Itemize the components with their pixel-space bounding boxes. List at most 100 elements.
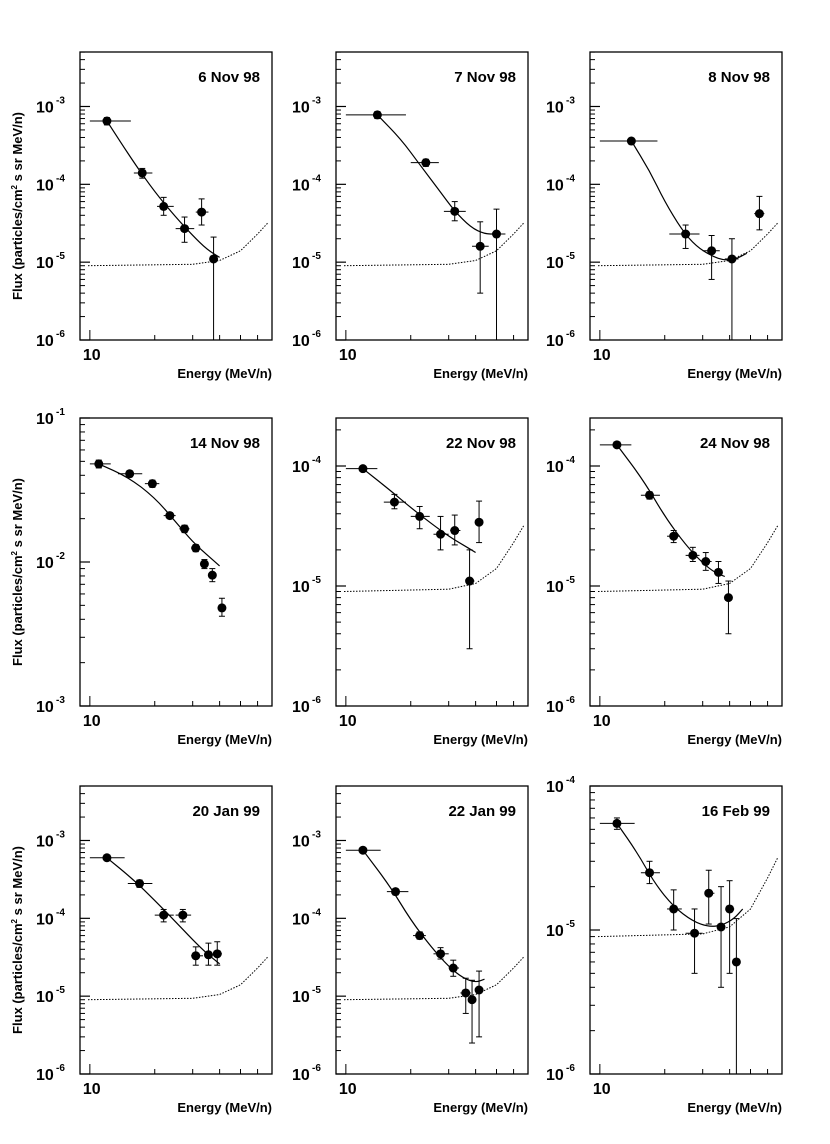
data-point — [599, 440, 632, 450]
background-curve — [597, 525, 779, 592]
data-point — [640, 860, 660, 885]
data-point — [195, 198, 209, 226]
data-point — [667, 889, 682, 931]
y-tick-exponent: -2 — [56, 551, 65, 562]
y-tick-exponent: -5 — [312, 251, 321, 262]
data-marker — [612, 818, 622, 828]
y-tick-exponent: -3 — [312, 829, 321, 840]
plot-frame — [79, 51, 273, 341]
data-point — [413, 931, 426, 941]
data-marker — [415, 511, 425, 521]
x-tick-label: 10 — [83, 1081, 101, 1098]
data-marker — [102, 853, 112, 863]
y-tick-label: 10 — [546, 1067, 564, 1084]
data-marker — [191, 543, 201, 553]
data-point — [217, 597, 227, 617]
data-marker — [727, 254, 737, 264]
data-marker — [731, 957, 741, 967]
data-marker — [669, 531, 679, 541]
y-tick-exponent: -6 — [566, 695, 575, 706]
data-point — [175, 216, 195, 243]
plot-frame — [335, 785, 529, 1075]
y-tick-exponent: -4 — [312, 173, 321, 184]
x-tick-label: 10 — [593, 1081, 611, 1098]
fit-curve — [362, 849, 485, 983]
y-tick-label: 10 — [292, 579, 310, 596]
data-point — [383, 493, 406, 510]
data-point — [713, 561, 723, 584]
data-point — [154, 908, 174, 923]
data-point — [685, 546, 700, 563]
panel-date-title: 24 Nov 98 — [700, 435, 770, 452]
x-tick-label: 10 — [593, 713, 611, 730]
x-tick-label: 10 — [339, 713, 357, 730]
y-tick-exponent: -5 — [312, 575, 321, 586]
fit-curve — [616, 444, 726, 578]
data-point — [133, 167, 153, 179]
plot-frame — [589, 51, 783, 341]
y-tick-exponent: -6 — [566, 1063, 575, 1074]
data-marker — [492, 229, 502, 239]
background-curve — [343, 956, 525, 1001]
data-point — [667, 530, 680, 544]
data-marker — [688, 550, 698, 560]
y-tick-label: 10 — [36, 99, 54, 116]
y-tick-label: 10 — [546, 255, 564, 272]
x-tick-label: 10 — [593, 347, 611, 364]
data-marker — [102, 116, 112, 126]
plot-frame — [335, 51, 529, 341]
data-marker — [474, 517, 484, 527]
data-marker — [626, 136, 636, 146]
y-tick-exponent: -5 — [566, 251, 575, 262]
data-point — [410, 158, 439, 168]
data-marker — [199, 559, 209, 569]
data-marker — [690, 928, 700, 938]
data-point — [685, 908, 703, 974]
data-marker — [180, 224, 190, 234]
panel-date-title: 6 Nov 98 — [198, 69, 260, 86]
y-tick-exponent: -5 — [566, 919, 575, 930]
panel-date-title: 22 Nov 98 — [446, 435, 516, 452]
y-tick-label: 10 — [546, 333, 564, 350]
y-tick-label: 10 — [36, 255, 54, 272]
data-marker — [389, 497, 399, 507]
data-marker — [723, 593, 733, 603]
data-point — [89, 459, 111, 469]
data-marker — [716, 922, 726, 932]
background-curve — [343, 525, 525, 592]
data-point — [723, 580, 733, 635]
y-tick-exponent: -4 — [56, 907, 65, 918]
x-axis-label: Energy (MeV/n) — [177, 1100, 272, 1115]
data-point — [207, 568, 217, 583]
data-marker — [725, 904, 735, 914]
fit-curve — [616, 823, 744, 927]
data-marker — [197, 207, 207, 217]
data-point — [488, 208, 506, 340]
data-point — [191, 543, 201, 553]
data-point — [640, 490, 660, 500]
y-tick-label: 10 — [546, 579, 564, 596]
y-tick-label: 10 — [36, 833, 54, 850]
panel-date-title: 7 Nov 98 — [454, 69, 516, 86]
data-marker — [645, 868, 655, 878]
x-axis-label: Energy (MeV/n) — [687, 1100, 782, 1115]
data-marker — [436, 529, 446, 539]
plot-frame — [335, 417, 529, 707]
y-tick-exponent: -3 — [56, 695, 65, 706]
x-axis-label: Energy (MeV/n) — [687, 366, 782, 381]
data-marker — [448, 963, 458, 973]
x-tick-label: 10 — [83, 713, 101, 730]
data-point — [443, 201, 466, 222]
data-marker — [207, 570, 217, 580]
data-marker — [681, 229, 691, 239]
panel-date-title: 16 Feb 99 — [702, 803, 770, 820]
data-marker — [191, 951, 201, 961]
background-curve — [597, 857, 779, 938]
y-tick-exponent: -6 — [312, 329, 321, 340]
background-curve — [87, 222, 269, 267]
panel-date-title: 14 Nov 98 — [190, 435, 260, 452]
